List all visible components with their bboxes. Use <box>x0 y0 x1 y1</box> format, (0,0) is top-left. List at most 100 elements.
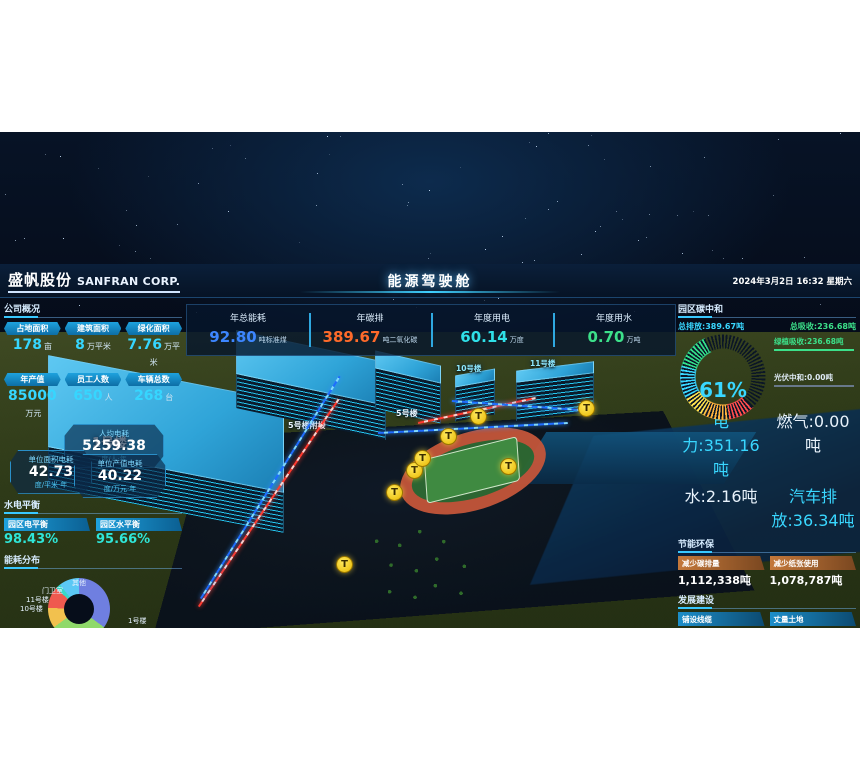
green-absorb-label: 绿植吸收:236.68吨 <box>774 336 854 347</box>
carbon-source-vehicle: 汽车排放:36.34吨 <box>770 483 856 531</box>
carbon-neutral-title: 园区碳中和 <box>678 302 856 318</box>
star <box>393 299 394 300</box>
kpi-value: 60.14 <box>460 328 507 346</box>
kpi-electricity[interactable]: 年度用电 60.14 万度 <box>431 305 553 355</box>
datetime-display: 2024年3月2日 16:32 星期六 <box>733 275 852 287</box>
stat-value-wrap: 7.76 万平米 <box>125 337 182 369</box>
kpi-value: 0.70 <box>587 328 624 346</box>
kpi-water[interactable]: 年度用水 0.70 万吨 <box>553 305 675 355</box>
carbon-source-gas: 燃气:0.00吨 <box>770 408 856 480</box>
star <box>135 251 136 252</box>
energy-distribution-title: 能耗分布 <box>4 553 182 569</box>
eco-paper-reduction: 减少纸张使用 1,078,787吨 <box>770 556 857 588</box>
star <box>604 159 605 160</box>
star <box>548 133 549 134</box>
kpi-label: 年总能耗 <box>187 311 309 324</box>
carbon-gauge-widget[interactable]: 61% 绿植吸收:236.68吨 光伏中和:0.00吨 <box>678 332 856 406</box>
star <box>126 210 127 211</box>
star <box>616 211 617 212</box>
balance-value: 95.66% <box>96 532 182 547</box>
stat-value: 7.76 <box>127 337 162 353</box>
map-marker-meter[interactable]: T <box>386 484 403 501</box>
donut-label-gatehouse: 门卫室 <box>42 586 63 596</box>
kpi-value: 389.67 <box>323 328 381 346</box>
kpi-total-energy[interactable]: 年总能耗 92.80 吨标准煤 <box>187 305 309 355</box>
stat-value: 178 <box>13 337 42 353</box>
stat-unit: 亩 <box>44 342 52 351</box>
stat-value-wrap: 85000 万元 <box>4 388 61 420</box>
stat-label: 员工人数 <box>65 373 122 386</box>
stat-unit: 万元 <box>25 409 41 418</box>
kpi-label: 年度用水 <box>553 311 675 324</box>
map-marker-meter[interactable]: T <box>440 428 457 445</box>
gauge-value: 61% <box>678 378 768 402</box>
stat-building-area: 建筑面积 8 万平米 <box>65 322 122 369</box>
star <box>428 258 429 259</box>
star <box>649 214 650 215</box>
stat-vehicles: 车辆总数 268 台 <box>125 373 182 420</box>
balance-label: 园区水平衡 <box>96 518 182 531</box>
star <box>317 173 318 174</box>
kpi-value: 92.80 <box>209 328 256 346</box>
stat-label: 绿化面积 <box>125 322 182 335</box>
metric-unit: 度/万元·年 <box>79 484 161 494</box>
star <box>485 249 486 250</box>
carbon-totals-row: 总排放:389.67吨 总吸收:236.68吨 <box>678 321 856 332</box>
star <box>548 209 549 210</box>
star <box>704 157 705 158</box>
star <box>228 211 229 212</box>
app-header: 盛帆股份 SANFRAN CORP. 能源驾驶舱 2024年3月2日 16:32… <box>0 264 860 298</box>
eco-label: 减少纸张使用 <box>770 556 857 570</box>
balance-label: 园区电平衡 <box>4 518 90 531</box>
carbon-source-bars: 电力:351.16吨 燃气:0.00吨 <box>678 408 856 480</box>
map-marker-meter[interactable]: T <box>336 556 353 573</box>
kpi-unit: 吨标准煤 <box>259 336 287 344</box>
star <box>650 166 651 167</box>
map-marker-meter[interactable]: T <box>578 400 595 417</box>
dashboard-stage: 1号楼 5号楼附楼 5号楼 10号楼 11号楼 <box>0 132 860 628</box>
stat-value: 85000 <box>8 388 57 404</box>
star <box>646 237 647 238</box>
star <box>742 258 743 259</box>
star <box>340 136 341 137</box>
star <box>708 215 709 216</box>
stat-green-area: 绿化面积 7.76 万平米 <box>125 322 182 369</box>
building-5-annex[interactable] <box>236 346 386 424</box>
eco-row: 减少碳排量 1,112,338吨 减少纸张使用 1,078,787吨 <box>678 556 856 588</box>
star <box>484 300 485 301</box>
stat-value-wrap: 268 台 <box>125 388 182 404</box>
pv-neutral-block: 光伏中和:0.00吨 <box>774 372 854 387</box>
star <box>177 224 178 225</box>
kpi-carbon[interactable]: 年碳排 389.67 吨二氧化碳 <box>309 305 431 355</box>
map-marker-meter[interactable]: T <box>414 450 431 467</box>
stat-unit: 人 <box>105 393 113 402</box>
star <box>98 168 99 169</box>
construction-land: 丈量土地 4,245,707k㎡ <box>770 612 857 628</box>
star <box>430 253 431 254</box>
pv-neutral-label: 光伏中和:0.00吨 <box>774 372 854 383</box>
building-label-10: 10号楼 <box>456 363 481 374</box>
map-marker-meter[interactable]: T <box>500 458 517 475</box>
star <box>522 262 523 263</box>
eco-title: 节能环保 <box>678 537 856 553</box>
construction-row: 铺设线缆 3,055,628m 丈量土地 4,245,707k㎡ <box>678 612 856 628</box>
stat-value-wrap: 650 人 <box>65 388 122 404</box>
energy-distribution-donut[interactable]: 1号楼 5号楼 10号楼 11号楼 门卫室 其他 <box>4 572 182 628</box>
donut-label-11: 11号楼 <box>26 595 49 605</box>
star <box>682 253 683 254</box>
stat-value: 8 <box>75 337 85 353</box>
star <box>402 184 403 185</box>
star <box>773 195 774 196</box>
source-label: 汽车排放:36.34吨 <box>770 483 856 531</box>
star <box>5 194 6 195</box>
carbon-source-bars-2: 水:2.16吨 汽车排放:36.34吨 <box>678 483 856 531</box>
kpi-label: 年度用电 <box>431 311 553 324</box>
map-marker-meter[interactable]: T <box>470 408 487 425</box>
eco-value: 1,112,338吨 <box>678 572 765 588</box>
balance-power: 园区电平衡 98.43% <box>4 518 90 547</box>
eco-value: 1,078,787吨 <box>770 572 857 588</box>
star <box>502 236 503 237</box>
star <box>408 202 409 203</box>
balance-value: 98.43% <box>4 532 90 547</box>
stat-value: 650 <box>73 388 102 404</box>
